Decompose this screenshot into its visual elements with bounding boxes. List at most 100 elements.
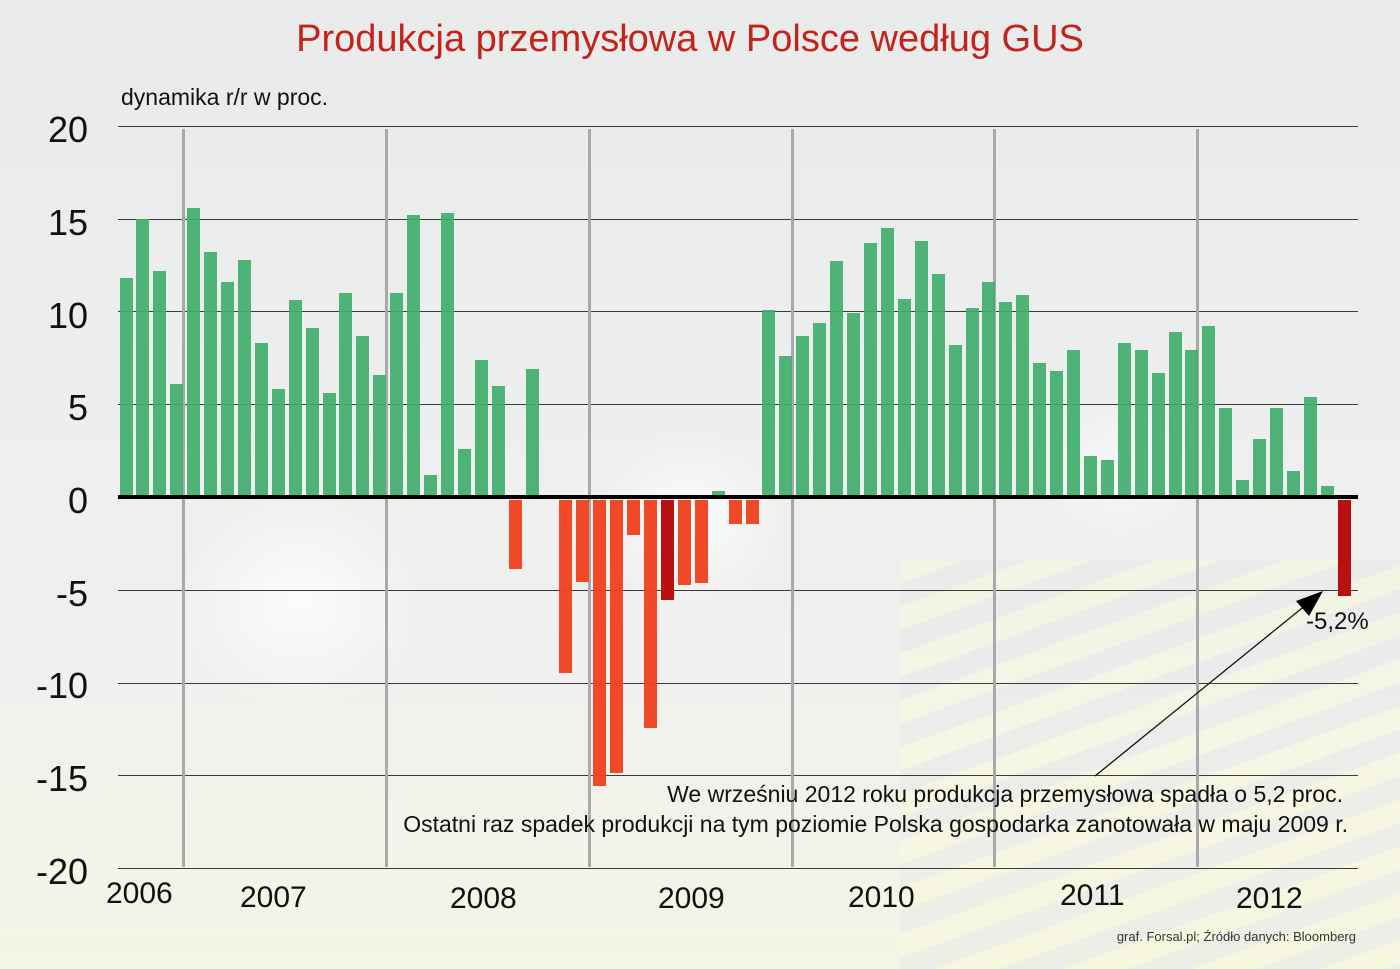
bar-2006-11 bbox=[153, 270, 167, 497]
bar-2008-02 bbox=[407, 215, 421, 497]
bar-2012-06 bbox=[1286, 471, 1300, 497]
bar-2009-01 bbox=[593, 500, 607, 786]
gridline-minus-5 bbox=[118, 590, 1358, 591]
bar-2012-05 bbox=[1270, 407, 1284, 497]
bar-2011-06 bbox=[1083, 456, 1097, 497]
bar-2010-06 bbox=[880, 228, 894, 497]
y-tick-0: 0 bbox=[67, 480, 88, 521]
y-tick-minus-5: -5 bbox=[55, 573, 88, 614]
bar-2007-08 bbox=[305, 328, 319, 497]
bar-2008-01 bbox=[390, 292, 404, 497]
bar-2009-08 bbox=[711, 491, 725, 497]
bar-2010-08 bbox=[914, 241, 928, 497]
bar-2007-11 bbox=[356, 335, 370, 497]
y-tick-15: 15 bbox=[47, 202, 88, 243]
bar-2012-07 bbox=[1303, 396, 1317, 497]
bar-2011-11 bbox=[1168, 331, 1182, 497]
bar-2009-11 bbox=[762, 309, 776, 497]
bar-2008-08 bbox=[508, 500, 522, 569]
bar-2010-12 bbox=[982, 281, 996, 497]
bar-2009-09 bbox=[728, 500, 742, 525]
bar-2006-10 bbox=[136, 218, 150, 497]
chart-title: Produkcja przemysłowa w Polsce według GU… bbox=[296, 18, 1084, 60]
bar-2008-11 bbox=[559, 500, 573, 673]
bar-2011-08 bbox=[1117, 343, 1131, 497]
bar-2009-12 bbox=[779, 356, 793, 497]
annotation-line-2: Ostatni raz spadek produkcji na tym pozi… bbox=[403, 811, 1348, 837]
bar-2006-09 bbox=[119, 278, 133, 497]
bar-2008-06 bbox=[474, 359, 488, 497]
bar-2009-05 bbox=[660, 500, 674, 601]
y-tick-minus-10: -10 bbox=[35, 665, 88, 706]
bar-2012-09 bbox=[1337, 500, 1351, 597]
annotation-line-1: We wrześniu 2012 roku produkcja przemysł… bbox=[667, 781, 1343, 807]
bar-2011-10 bbox=[1151, 372, 1165, 497]
bar-2007-09 bbox=[322, 393, 336, 497]
bar-2007-04 bbox=[237, 259, 251, 497]
y-axis-label: dynamika r/r w proc. bbox=[121, 84, 329, 110]
zero-axis-line bbox=[118, 495, 1358, 499]
gridline-minus-20 bbox=[118, 868, 1358, 869]
bar-2007-02 bbox=[204, 252, 218, 497]
bar-2009-07 bbox=[694, 500, 708, 584]
bar-2011-02 bbox=[1016, 294, 1030, 497]
x-label-2010: 2010 bbox=[848, 881, 915, 914]
gridline-20 bbox=[118, 126, 1358, 127]
y-tick-minus-20: -20 bbox=[35, 851, 88, 892]
x-label-2012: 2012 bbox=[1236, 882, 1303, 915]
callout-value-label: -5,2% bbox=[1306, 608, 1369, 635]
bar-2012-08 bbox=[1320, 485, 1334, 497]
x-label-2009: 2009 bbox=[658, 882, 725, 915]
bar-2011-12 bbox=[1185, 350, 1199, 497]
bar-2011-09 bbox=[1134, 350, 1148, 497]
bar-2007-05 bbox=[254, 343, 268, 497]
bar-2007-10 bbox=[339, 292, 353, 497]
bar-2012-03 bbox=[1236, 480, 1250, 497]
bar-2011-04 bbox=[1050, 370, 1064, 497]
bar-2012-04 bbox=[1253, 439, 1267, 497]
gridline-minus-10 bbox=[118, 683, 1358, 684]
bar-2006-12 bbox=[170, 383, 184, 497]
y-tick-minus-15: -15 bbox=[35, 758, 88, 799]
bar-2010-01 bbox=[796, 335, 810, 497]
bar-2010-02 bbox=[813, 322, 827, 497]
bar-2010-09 bbox=[931, 274, 945, 497]
gridline-15 bbox=[118, 219, 1358, 220]
bar-2010-11 bbox=[965, 307, 979, 497]
bar-2011-01 bbox=[999, 302, 1013, 497]
gridline-10 bbox=[118, 311, 1358, 312]
y-tick-5: 5 bbox=[67, 387, 88, 428]
x-label-2008: 2008 bbox=[450, 882, 517, 915]
bar-2009-10 bbox=[745, 500, 759, 525]
bar-2008-09 bbox=[525, 369, 539, 497]
bar-2010-10 bbox=[948, 344, 962, 497]
bar-2012-01 bbox=[1202, 326, 1216, 497]
x-label-2007: 2007 bbox=[240, 881, 307, 914]
bar-2007-01 bbox=[187, 207, 201, 497]
bar-2011-07 bbox=[1100, 459, 1114, 497]
bar-2008-12 bbox=[576, 500, 590, 582]
bar-2007-03 bbox=[221, 281, 235, 497]
bar-2009-04 bbox=[644, 500, 658, 729]
bar-2008-03 bbox=[424, 474, 438, 497]
bar-2010-03 bbox=[830, 261, 844, 497]
bar-2007-07 bbox=[288, 300, 302, 497]
gridline-5 bbox=[118, 404, 1358, 405]
bar-2010-04 bbox=[847, 313, 861, 497]
bar-2009-03 bbox=[627, 500, 641, 536]
bar-2011-05 bbox=[1067, 350, 1081, 497]
bar-2011-03 bbox=[1033, 363, 1047, 497]
bar-2007-12 bbox=[373, 374, 387, 497]
x-label-2006: 2006 bbox=[106, 877, 173, 910]
bar-2012-02 bbox=[1219, 407, 1233, 497]
bar-2009-06 bbox=[677, 500, 691, 586]
bar-2010-05 bbox=[863, 242, 877, 497]
bar-2008-07 bbox=[491, 385, 505, 497]
bar-2007-06 bbox=[271, 389, 285, 497]
x-label-2011: 2011 bbox=[1060, 879, 1125, 912]
gridline-minus-15 bbox=[118, 775, 1358, 776]
source-credit: graf. Forsal.pl; Źródło danych: Bloomber… bbox=[1116, 929, 1356, 944]
y-tick-10: 10 bbox=[47, 295, 88, 336]
y-tick-20: 20 bbox=[47, 109, 88, 150]
bar-2010-07 bbox=[897, 298, 911, 497]
